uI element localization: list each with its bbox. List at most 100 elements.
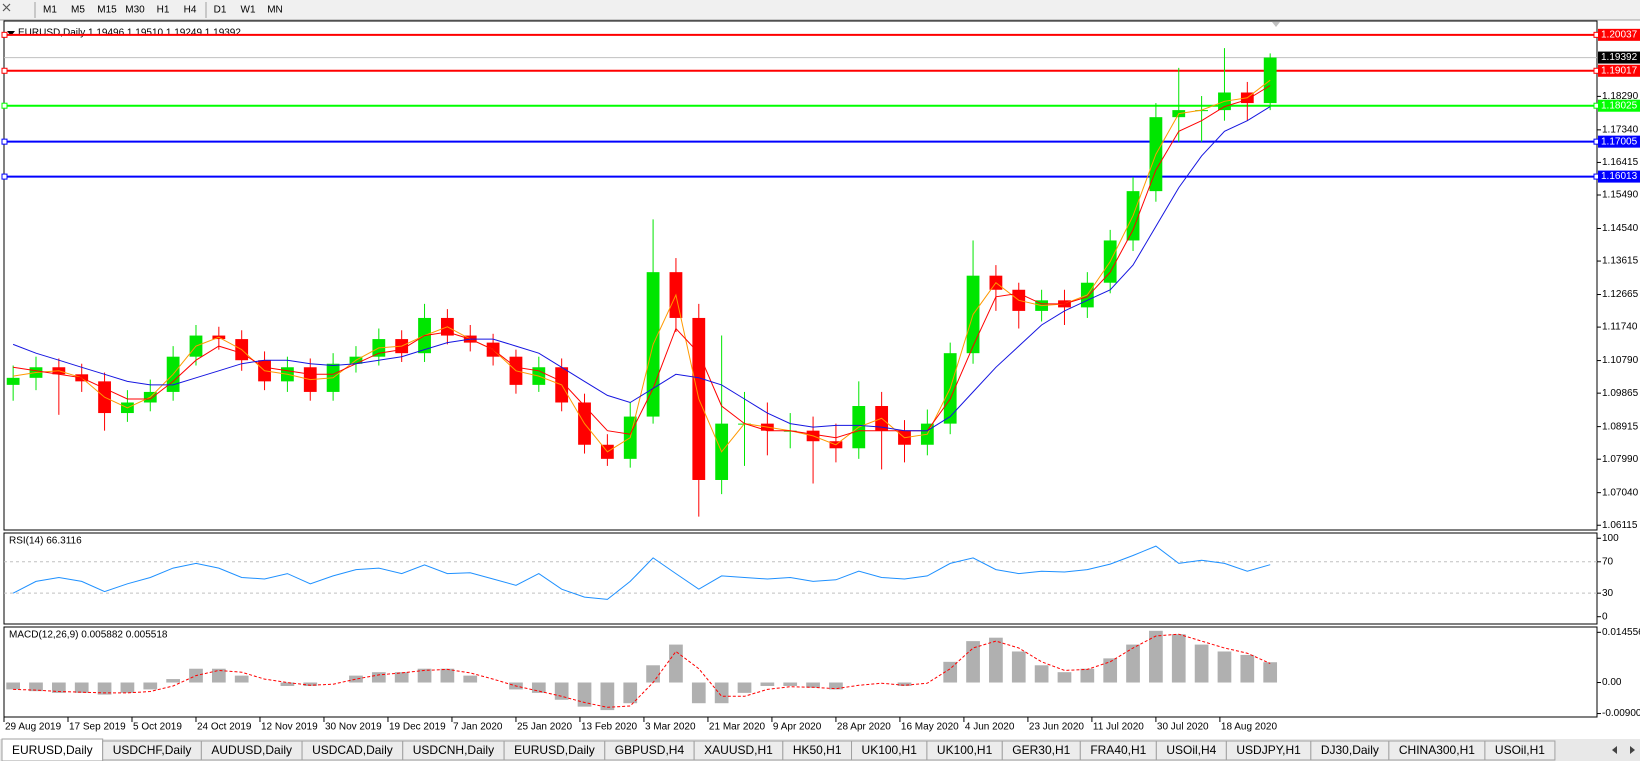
y-tick-label: -0.009001: [1602, 708, 1640, 719]
histogram-bar: [1194, 644, 1209, 683]
level-label-box: [1598, 135, 1640, 148]
symbol-tab[interactable]: UK100,H1: [851, 740, 928, 761]
symbol-tab[interactable]: DJ30,Daily: [1310, 740, 1390, 761]
histogram-bar: [646, 665, 660, 683]
y-tick-label: 1.17340: [1602, 124, 1639, 135]
symbol-tab[interactable]: HK50,H1: [782, 740, 853, 761]
tab-label: EURUSD,Daily: [12, 743, 93, 757]
histogram-bar: [1011, 651, 1026, 683]
histogram-bar: [1103, 658, 1118, 683]
timeframe-button[interactable]: M30: [125, 5, 145, 16]
tab-label: GER30,H1: [1012, 743, 1070, 757]
shift-marker[interactable]: [1272, 22, 1280, 27]
timeframe-button[interactable]: M5: [71, 5, 85, 16]
symbol-tab[interactable]: GBPUSD,H4: [604, 740, 695, 761]
histogram-bar: [989, 637, 1003, 683]
tab-label: DJ30,Daily: [1321, 743, 1379, 757]
candle-body: [6, 377, 20, 385]
level-label-box: [1598, 170, 1640, 183]
histogram-bar: [1149, 630, 1163, 683]
x-tick-label: 30 Nov 2019: [325, 722, 382, 733]
x-tick-label: 28 Apr 2020: [837, 722, 891, 733]
level-handle[interactable]: [1, 102, 8, 109]
histogram-bar: [51, 682, 66, 693]
histogram-bar: [600, 682, 615, 711]
current-price-box: [1598, 51, 1640, 64]
level-label: 1.18025: [1601, 100, 1638, 111]
y-tick-label: 30: [1602, 588, 1614, 599]
x-tick-label: 19 Dec 2019: [389, 722, 446, 733]
timeframe-button[interactable]: W1: [241, 5, 256, 16]
y-tick-label: 1.13615: [1602, 256, 1639, 267]
symbol-tab[interactable]: USDJPY,H1: [1225, 740, 1312, 761]
rsi-panel: [3, 532, 1598, 625]
tab-label: USOil,H1: [1495, 743, 1545, 757]
histogram-bar: [1263, 662, 1278, 683]
histogram-bar: [966, 641, 980, 683]
histogram-bar: [371, 672, 386, 683]
symbol-tab[interactable]: USOil,H4: [1155, 740, 1227, 761]
histogram-bar: [29, 682, 43, 692]
symbol-tab[interactable]: XAUUSD,H1: [693, 740, 784, 761]
symbol-tab[interactable]: CHINA300,H1: [1388, 740, 1486, 761]
x-tick-label: 16 May 2020: [901, 722, 959, 733]
tab-label: FRA40,H1: [1090, 743, 1146, 757]
symbol-tab[interactable]: USOil,H1: [1484, 740, 1556, 761]
y-tick-label: 1.18290: [1602, 91, 1639, 102]
x-tick-label: 5 Oct 2019: [133, 722, 182, 733]
histogram-bar: [440, 668, 455, 683]
symbol-tab[interactable]: USDCAD,Daily: [301, 740, 404, 761]
timeframe-button[interactable]: MN: [267, 5, 283, 16]
tab-label: USDCAD,Daily: [312, 743, 393, 757]
level-handle[interactable]: [1, 31, 8, 38]
histogram-bar: [97, 682, 112, 695]
level-handle[interactable]: [1, 138, 8, 145]
level-label: 1.19017: [1601, 65, 1638, 76]
histogram-bar: [1034, 665, 1049, 683]
histogram-bar: [1057, 672, 1072, 683]
tab-label: CHINA300,H1: [1399, 743, 1475, 757]
histogram-bar: [303, 682, 318, 686]
tab-scroll-arrows[interactable]: [1612, 746, 1635, 754]
timeframe-button[interactable]: M1: [43, 5, 57, 16]
timeframe-button[interactable]: M15: [97, 5, 117, 16]
candle-body: [1195, 110, 1209, 112]
histogram-bar: [554, 682, 569, 700]
level-handle[interactable]: [1, 67, 8, 74]
timeframe-button[interactable]: H4: [184, 5, 197, 16]
histogram-bar: [714, 682, 729, 704]
x-tick-label: 18 Aug 2020: [1221, 722, 1278, 733]
moving-average: [12, 106, 1271, 432]
symbol-tab[interactable]: EURUSD,Daily: [503, 740, 606, 761]
level-label-box: [1598, 28, 1640, 41]
symbol-tab[interactable]: UK100,H1: [926, 740, 1003, 761]
histogram-bar: [211, 668, 226, 683]
toolbar-icon[interactable]: [2, 3, 11, 12]
tab-label: USDCNH,Daily: [413, 743, 494, 757]
chart-menu-icon[interactable]: [7, 31, 15, 36]
histogram-bar: [783, 682, 798, 686]
symbol-tab[interactable]: USDCHF,Daily: [102, 740, 202, 761]
symbol-tab[interactable]: FRA40,H1: [1079, 740, 1157, 761]
symbol-tab[interactable]: GER30,H1: [1001, 740, 1081, 761]
x-tick-label: 24 Oct 2019: [197, 722, 252, 733]
tab-label: AUDUSD,Daily: [211, 743, 292, 757]
y-tick-label: 1.10790: [1602, 355, 1639, 366]
macd-title: MACD(12,26,9) 0.005882 0.005518: [9, 630, 168, 641]
symbol-tab[interactable]: AUDUSD,Daily: [200, 740, 303, 761]
timeframe-button[interactable]: H1: [157, 5, 170, 16]
level-handle[interactable]: [1, 173, 8, 180]
histogram-bar: [943, 661, 958, 683]
symbol-tab[interactable]: EURUSD,Daily: [1, 738, 104, 761]
tab-label: USDCHF,Daily: [113, 743, 192, 757]
symbol-tab[interactable]: USDCNH,Daily: [402, 740, 505, 761]
histogram-bar: [531, 682, 546, 693]
timeframe-button[interactable]: D1: [214, 5, 227, 16]
histogram-bar: [6, 682, 20, 690]
histogram-bar: [417, 668, 432, 683]
histogram-bar: [166, 679, 180, 683]
indicator-line: [12, 545, 1271, 600]
histogram-bar: [1240, 654, 1255, 683]
level-label: 1.20037: [1601, 29, 1638, 40]
y-tick-label: 1.16415: [1602, 157, 1639, 168]
